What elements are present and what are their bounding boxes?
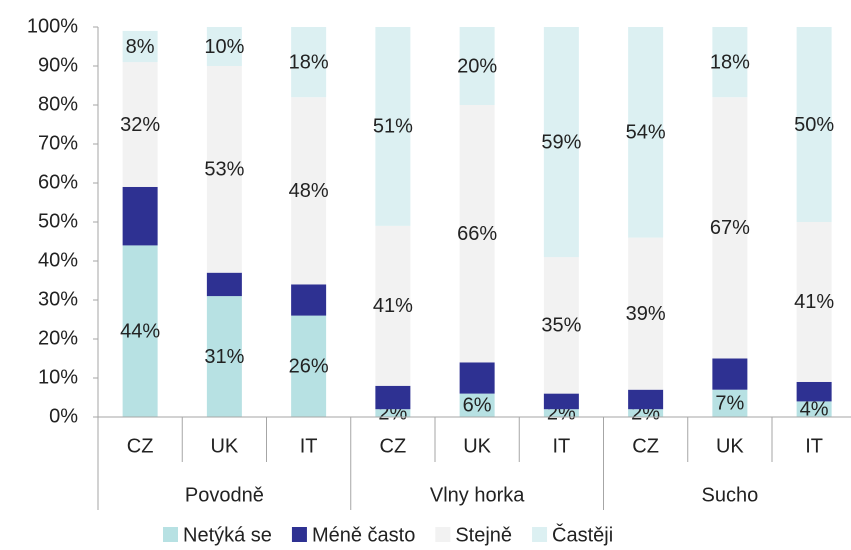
y-tick-label: 0% [49,405,78,427]
bar-segment [628,389,664,410]
data-label: 4% [800,398,829,420]
bar-segment [375,409,411,417]
legend-label: Častěji [552,523,613,546]
bar-segment [291,97,327,285]
data-label: 66% [457,223,497,245]
y-tick-label: 90% [38,54,78,76]
x-tick-label: UK [210,435,238,457]
bar-segment [712,389,748,417]
y-tick-label: 30% [38,288,78,310]
y-tick-label: 100% [27,15,78,37]
data-label: 44% [120,320,160,342]
bar-segment [122,245,158,417]
bar-segment [796,222,832,382]
bar-segment [206,272,242,297]
data-label: 53% [204,159,244,181]
bar-segment [459,393,495,417]
data-label: 10% [204,36,244,58]
y-tick-label: 20% [38,327,78,349]
data-label: 54% [626,122,666,144]
bar-segment [122,186,158,246]
data-label: 41% [794,291,834,313]
legend-label: Stejně [455,524,512,546]
legend-swatch [532,527,548,542]
data-label: 18% [710,51,750,73]
group-label: Povodně [185,484,264,506]
data-label: 48% [289,180,329,202]
bar-segment [375,385,411,410]
bar-segment [543,27,579,258]
bar-segment [628,27,664,238]
data-label: 8% [126,36,155,58]
bar-segment [712,97,748,359]
bar-segment [291,315,327,417]
bar-segment [375,225,411,386]
x-tick-label: CZ [127,435,154,457]
bar-segment [796,27,832,222]
bar-segment [796,401,832,417]
bar-segment [122,62,158,187]
x-tick-label: IT [552,435,570,457]
data-label: 18% [289,51,329,73]
data-label: 50% [794,114,834,136]
bar-segment [628,237,664,390]
legend-label: Méně často [312,524,415,546]
bar-segment [459,362,495,394]
bar-segment [206,66,242,273]
data-label: 7% [715,393,744,415]
data-label: 67% [710,217,750,239]
x-tick-label: CZ [632,435,659,457]
bar-segment [206,27,242,66]
data-label: 41% [373,295,413,317]
bar-segment [543,393,579,410]
x-tick-label: UK [716,435,744,457]
x-tick-label: CZ [380,435,407,457]
x-tick-label: UK [463,435,491,457]
x-tick-label: IT [805,435,823,457]
legend-swatch [291,527,307,542]
y-tick-label: 80% [38,93,78,115]
data-label: 51% [373,116,413,138]
group-label: Sucho [702,484,759,506]
data-label: 6% [463,395,492,417]
legend-label: Netýká se [183,524,272,546]
data-label: 31% [204,346,244,368]
bar-segment [543,409,579,417]
bar-segment [459,105,495,363]
y-tick-label: 70% [38,132,78,154]
y-tick-label: 10% [38,366,78,388]
bar-segment [291,27,327,98]
group-label: Vlny horka [430,484,525,506]
bar-segment [291,284,327,316]
legend-swatch [435,527,451,542]
y-tick-label: 60% [38,171,78,193]
bar-segment [543,257,579,394]
bar-segment [796,381,832,402]
bar-segment [712,27,748,98]
bar-segment [206,296,242,417]
data-label: 35% [541,315,581,337]
bar-segment [122,30,158,63]
legend-swatch [163,527,178,542]
data-label: 26% [289,356,329,378]
data-label: 59% [541,131,581,153]
y-tick-label: 50% [38,210,78,232]
bar-segment [375,27,411,226]
x-tick-label: IT [300,435,318,457]
bar-segment [628,409,664,417]
data-label: 39% [626,303,666,325]
data-label: 32% [120,114,160,136]
bar-segment [712,358,748,390]
y-tick-label: 40% [38,249,78,271]
bar-segment [459,27,495,105]
data-label: 20% [457,55,497,77]
